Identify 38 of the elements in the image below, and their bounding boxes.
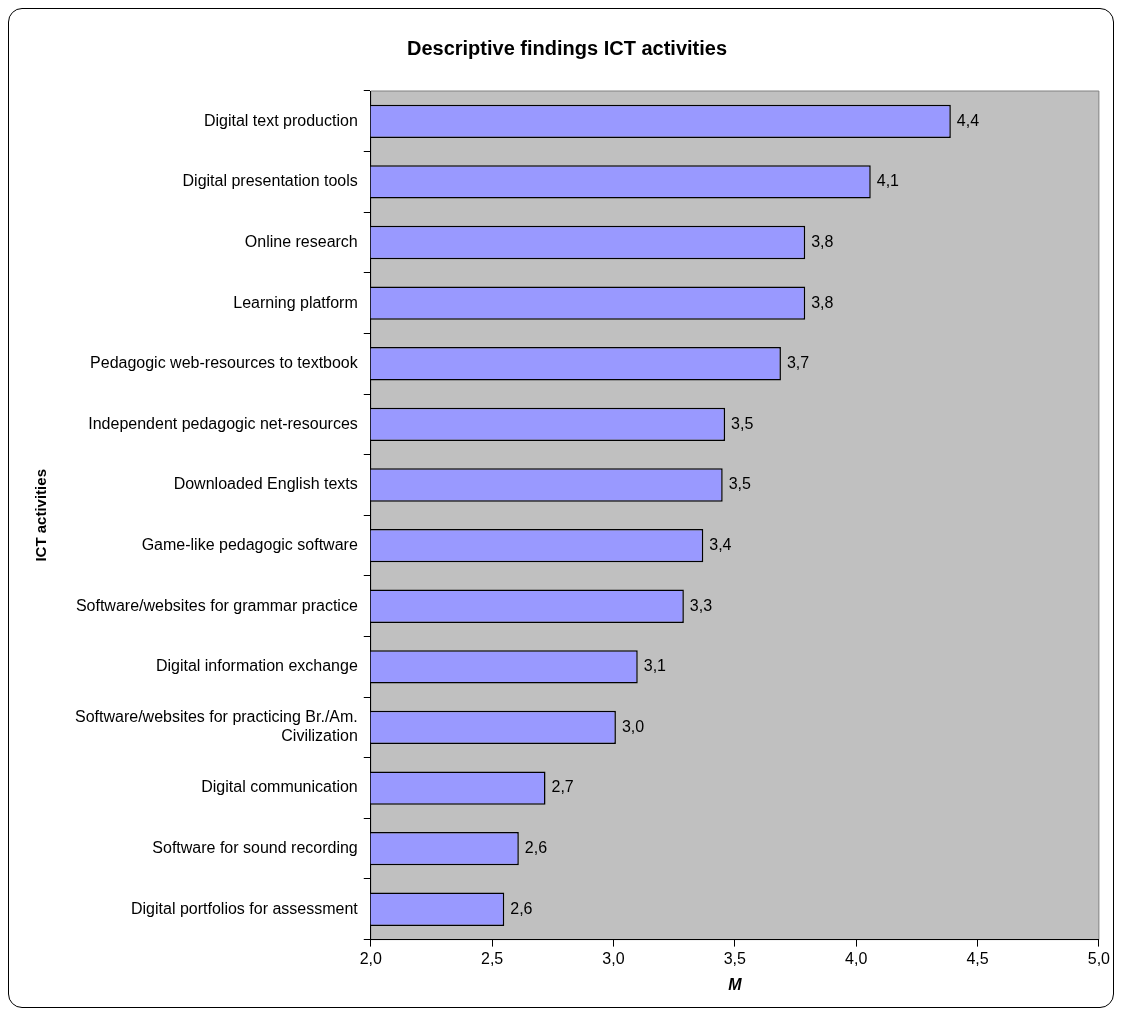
data-label: 3,0: [621, 717, 645, 735]
y-tick-label: Digital communication: [201, 778, 358, 796]
y-tick-label: Learning platform: [233, 293, 358, 311]
y-tick-label: Online research: [244, 232, 358, 250]
data-label: 2,7: [551, 778, 574, 796]
y-tick-label: Independent pedagogic net-resources: [88, 414, 358, 432]
data-label: 2,6: [510, 899, 533, 917]
x-tick-label: 4,0: [845, 949, 868, 967]
x-tick-label: 3,0: [602, 949, 625, 967]
y-tick-label: Software for sound recording: [152, 839, 358, 857]
data-label: 3,5: [728, 475, 752, 493]
y-tick-label: Digital text production: [203, 111, 358, 129]
x-tick-label: 2,5: [481, 949, 504, 967]
data-label: 4,1: [876, 172, 900, 190]
y-tick-label: Software/websites for grammar practice: [75, 596, 358, 614]
y-tick-label: Pedagogic web-resources to textbook: [90, 354, 359, 372]
x-axis-title: M: [728, 975, 743, 993]
data-label: 3,7: [786, 354, 810, 372]
y-tick-label: Digital portfolios for assessment: [131, 899, 359, 917]
y-axis-title: ICT activities: [32, 469, 50, 562]
data-label: 3,8: [811, 293, 834, 311]
data-label: 4,4: [956, 111, 980, 129]
data-label: 2,6: [524, 839, 548, 857]
x-tick-label: 3,5: [723, 949, 747, 967]
x-tick-label: 5,0: [1087, 949, 1111, 967]
y-tick-label: Game-like pedagogic software: [141, 536, 358, 554]
data-label: 3,4: [709, 536, 732, 554]
data-label: 3,3: [689, 596, 713, 614]
y-tick-label: Software/websites for practicing Br./Am. Civilization: [74, 708, 358, 745]
chart-title: Descriptive findings ICT activities: [406, 36, 728, 59]
y-tick-label: Digital presentation tools: [182, 172, 358, 190]
y-tick-label: Digital information exchange: [155, 657, 358, 675]
y-tick-label: Downloaded English texts: [173, 475, 358, 493]
data-label: 3,8: [811, 232, 834, 250]
x-tick-label: 4,5: [966, 949, 989, 967]
data-label: 3,1: [643, 657, 667, 675]
x-tick-label: 2,0: [359, 949, 382, 967]
data-label: 3,5: [731, 414, 754, 432]
